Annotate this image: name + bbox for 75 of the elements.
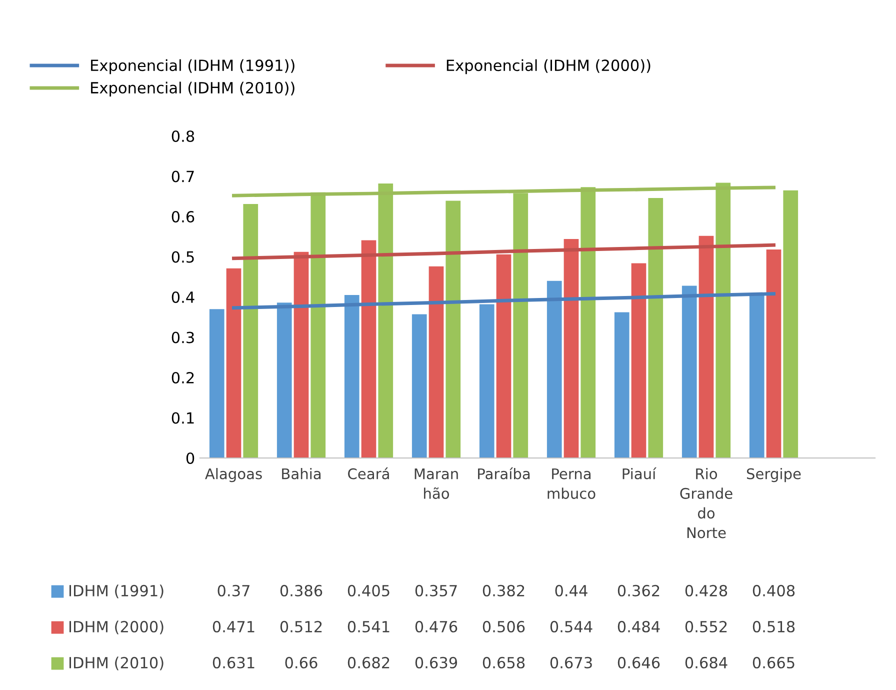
bar (631, 263, 646, 458)
x-tick-label: Pernambuco (548, 468, 596, 499)
bar (479, 304, 494, 458)
data-label: 0.512 (280, 620, 322, 632)
bar (209, 309, 224, 458)
data-label: 0.631 (212, 656, 254, 668)
data-label: 0.639 (415, 656, 458, 668)
data-label: 0.382 (482, 584, 524, 596)
y-tick-label: 0.6 (172, 210, 194, 223)
y-tick-label: 0.2 (172, 372, 194, 384)
bar (243, 204, 258, 458)
data-label: 0.518 (752, 620, 795, 632)
bar (412, 314, 427, 458)
data-label: 0.362 (618, 584, 660, 596)
data-label: 0.646 (618, 656, 660, 668)
y-tick-label: 0.7 (172, 170, 194, 182)
data-label: 0.37 (218, 584, 250, 596)
line-series (232, 292, 776, 310)
y-tick-label: 0.3 (172, 332, 194, 344)
bar (428, 266, 444, 458)
data-label: 0.405 (348, 584, 390, 596)
data-label: 0.665 (752, 656, 794, 668)
legend-label: IDHM (2000) (70, 620, 164, 634)
legend-label: Exponencial (IDHM (2010)) (91, 82, 294, 96)
data-label: 0.673 (550, 656, 592, 668)
bar (276, 302, 292, 458)
legend-label: Exponencial (IDHM (1991)) (91, 59, 294, 74)
x-tick-label: Rio Grande do Norte (680, 468, 732, 538)
bar (446, 200, 461, 458)
data-label: 0.476 (415, 620, 458, 632)
data-label: 0.506 (482, 620, 525, 632)
data-label: 0.684 (685, 656, 728, 668)
bar (361, 240, 376, 458)
y-tick-label: 0.4 (172, 291, 194, 304)
bar (546, 280, 562, 458)
data-label: 0.428 (685, 584, 728, 596)
y-tick-label: 0.8 (172, 130, 194, 142)
x-tick-label: Bahia (282, 468, 321, 480)
data-label: 0.658 (482, 656, 525, 668)
x-tick-label: Alagoas (205, 468, 262, 482)
y-tick-label: 0 (186, 452, 194, 464)
bar (682, 286, 697, 458)
bar (564, 239, 579, 458)
x-tick-label: Ceará (348, 467, 389, 480)
bar (648, 198, 664, 458)
data-label: 0.471 (212, 620, 254, 632)
data-label: 0.357 (415, 584, 457, 596)
y-tick-label: 0.5 (172, 251, 194, 263)
bar (294, 252, 309, 458)
line-series (232, 243, 776, 260)
legend-label: Exponencial (IDHM (2000)) (446, 59, 650, 74)
bar (226, 268, 242, 458)
data-label: 0.552 (685, 620, 727, 632)
bar (766, 250, 782, 458)
data-label: 0.66 (285, 656, 318, 668)
y-tick-label: 0.1 (172, 412, 194, 424)
bar (783, 190, 798, 458)
data-label: 0.386 (280, 584, 322, 596)
bar (614, 312, 630, 458)
x-tick-label: Paraíba (478, 467, 530, 480)
data-label: 0.544 (550, 620, 592, 632)
bar (749, 294, 764, 458)
x-tick-label: Piauí (622, 467, 657, 480)
legend-label: IDHM (1991) (70, 584, 164, 598)
data-label: 0.44 (555, 584, 588, 596)
legend-label: IDHM (2010) (70, 656, 164, 670)
bar (496, 254, 512, 458)
bar (344, 294, 360, 458)
data-label: 0.484 (618, 620, 660, 632)
x-tick-label: Sergipe (746, 468, 801, 482)
x-tick-label: Maranhão (414, 468, 458, 499)
data-label: 0.682 (348, 656, 390, 668)
data-label: 0.541 (348, 620, 390, 632)
data-label: 0.408 (752, 584, 795, 596)
bar (698, 236, 714, 458)
